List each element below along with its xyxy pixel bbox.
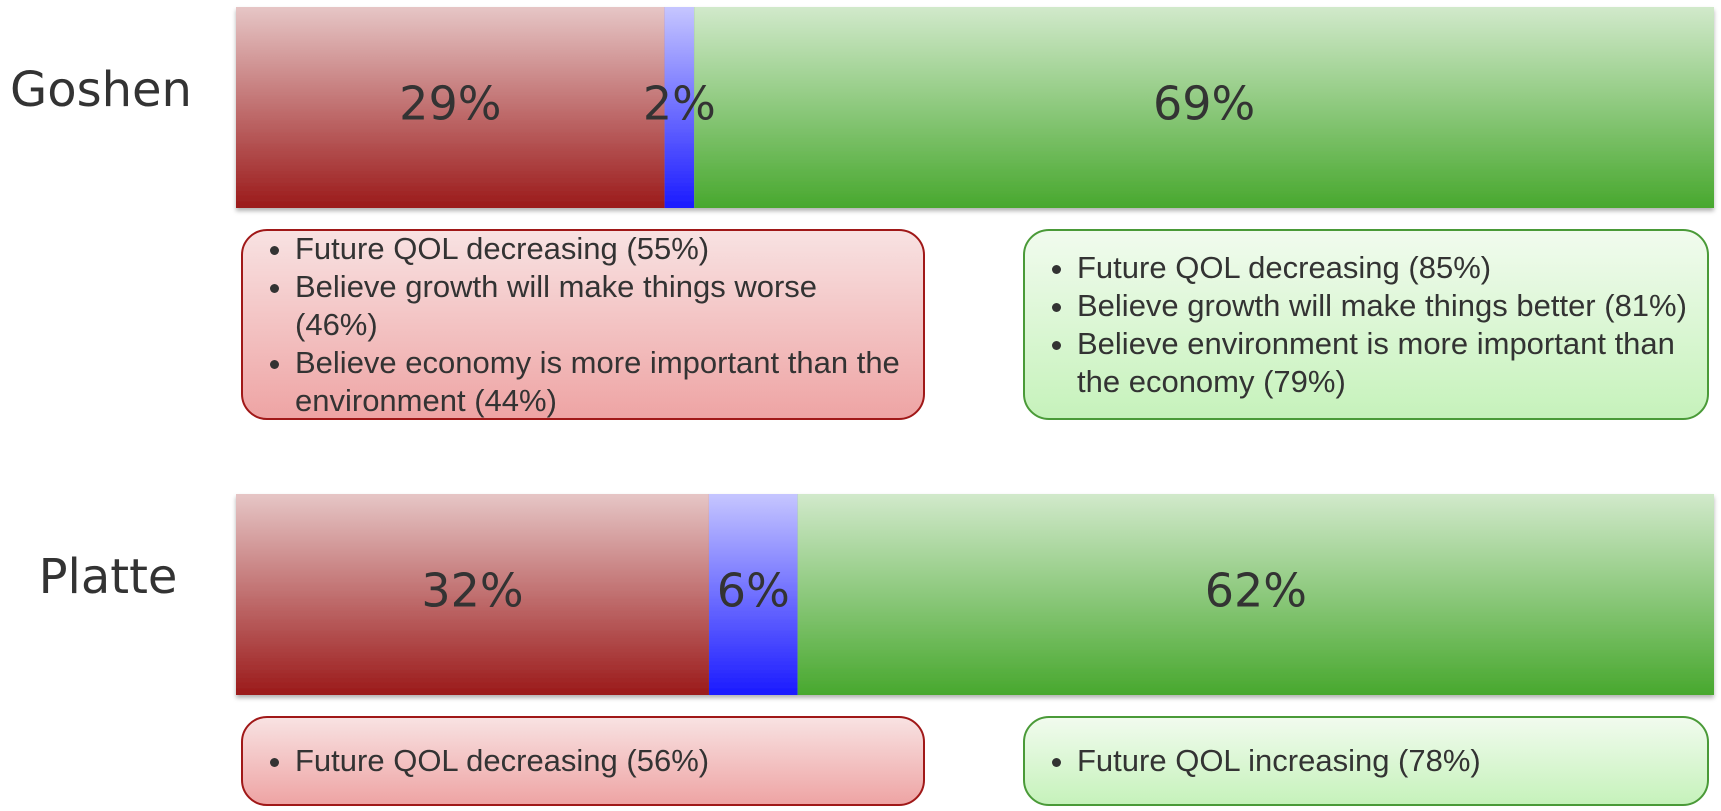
bar-shine: [236, 494, 709, 695]
value-label: 6%: [717, 564, 790, 618]
bar-shine: [797, 494, 1714, 695]
value-label: 62%: [1205, 564, 1307, 618]
bar-shine: [664, 7, 695, 208]
bullet-item: Future QOL decreasing (85%): [1077, 249, 1691, 287]
bullet-item: Believe growth will make things worse (4…: [295, 268, 907, 344]
bar-group: [236, 7, 1714, 208]
bullet-list: Future QOL increasing (78%): [1049, 742, 1481, 780]
bullet-item: Believe economy is more important than t…: [295, 344, 907, 420]
callout-box: Future QOL decreasing (56%): [241, 716, 925, 806]
callout-box: Future QOL decreasing (55%)Believe growt…: [241, 229, 925, 420]
bullet-list: Future QOL decreasing (85%)Believe growt…: [1049, 249, 1691, 401]
callout-box: Future QOL decreasing (85%)Believe growt…: [1023, 229, 1709, 420]
bullet-item: Future QOL decreasing (55%): [295, 230, 907, 268]
callout-box: Future QOL increasing (78%): [1023, 716, 1709, 806]
bullet-item: Believe growth will make things better (…: [1077, 287, 1691, 325]
bullet-item: Future QOL decreasing (56%): [295, 742, 709, 780]
bar-shine: [236, 7, 665, 208]
bar-shine: [694, 7, 1714, 208]
bullet-list: Future QOL decreasing (55%)Believe growt…: [267, 230, 907, 420]
bar-shine: [708, 494, 798, 695]
bullet-item: Believe environment is more important th…: [1077, 325, 1691, 401]
value-label: 29%: [399, 77, 501, 131]
bullet-item: Future QOL increasing (78%): [1077, 742, 1481, 780]
bullet-list: Future QOL decreasing (56%): [267, 742, 709, 780]
value-label: 2%: [643, 77, 716, 131]
value-label: 32%: [421, 564, 523, 618]
category-label: Platte: [39, 549, 178, 605]
category-label: Goshen: [10, 62, 192, 118]
bar-group: [236, 494, 1714, 695]
value-label: 69%: [1153, 77, 1255, 131]
